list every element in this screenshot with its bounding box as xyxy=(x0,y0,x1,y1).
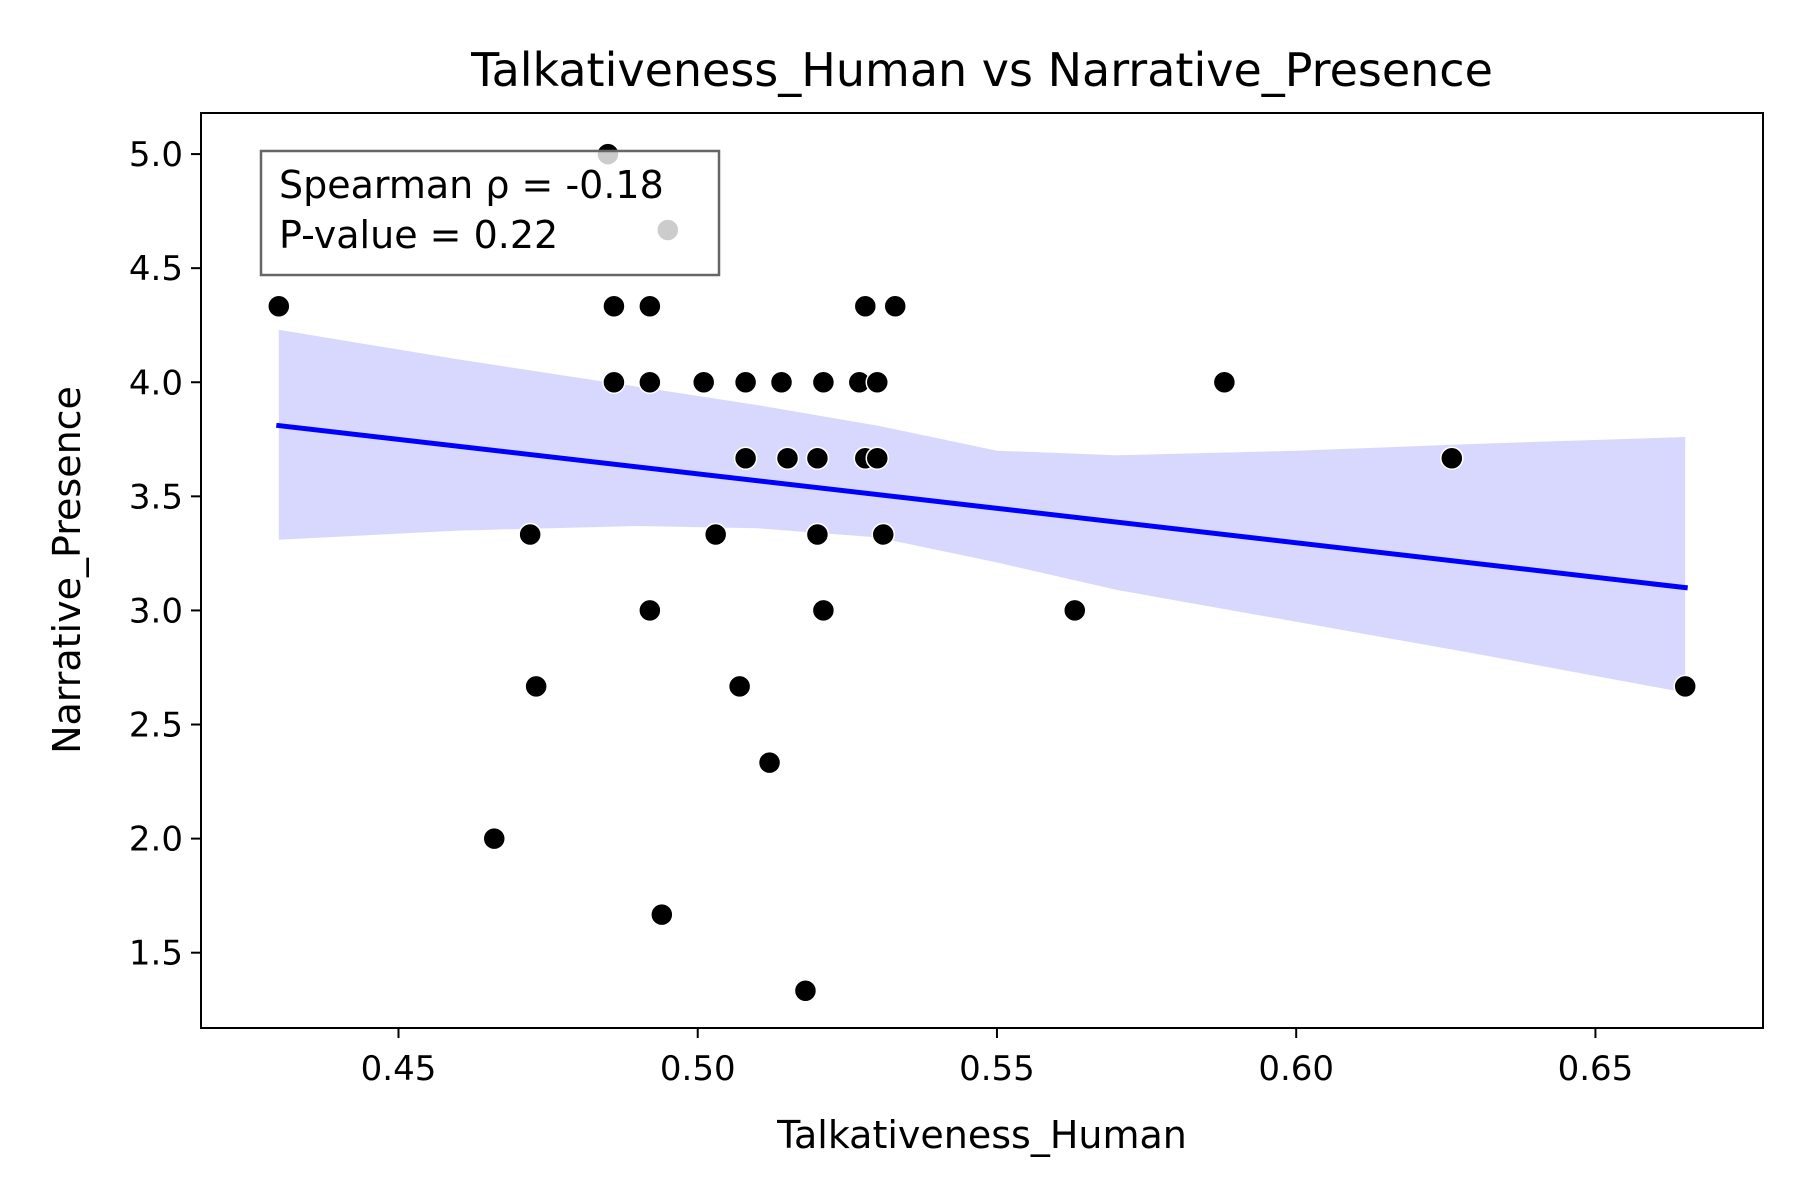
scatter-point xyxy=(769,370,794,395)
y-tick-label: 2.0 xyxy=(129,820,183,860)
scatter-point xyxy=(805,522,830,547)
scatter-point xyxy=(638,370,662,395)
scatter-point xyxy=(811,598,836,623)
stats-box xyxy=(259,149,721,277)
x-tick-label: 0.60 xyxy=(1258,1049,1334,1089)
scatter-point xyxy=(1440,446,1464,470)
scatter-point xyxy=(805,446,830,470)
stats-spearman-text: Spearman ρ = -0.18 xyxy=(279,163,664,207)
y-tick-label: 2.5 xyxy=(129,706,183,746)
scatter-point xyxy=(482,826,506,851)
y-tick-label: 4.0 xyxy=(129,363,183,403)
scatter-point xyxy=(793,979,818,1003)
scatter-point xyxy=(733,370,758,395)
scatter-point xyxy=(602,370,626,395)
scatter-point xyxy=(775,446,800,470)
x-tick-label: 0.55 xyxy=(959,1049,1035,1089)
scatter-point xyxy=(703,522,728,547)
confidence-band-layer xyxy=(278,329,1686,693)
y-tick-label: 4.5 xyxy=(129,249,183,289)
y-tick-label: 3.5 xyxy=(129,477,183,517)
scatter-point xyxy=(871,522,896,547)
scatter-point xyxy=(733,446,758,470)
y-tick-label: 1.5 xyxy=(129,934,183,974)
scatter-point xyxy=(691,370,716,395)
scatter-point xyxy=(811,370,836,395)
scatter-point xyxy=(602,294,626,319)
x-axis-ticks: 0.45 0.50 0.55 0.60 0.65 xyxy=(361,1028,1634,1089)
y-axis-ticks: 1.5 2.0 2.5 3.0 3.5 4.0 4.5 5.0 xyxy=(129,135,201,974)
y-tick-label: 3.0 xyxy=(129,591,183,631)
scatter-point xyxy=(267,294,291,319)
x-axis-label: Talkativeness_Human xyxy=(776,1113,1187,1157)
scatter-point xyxy=(865,446,890,470)
scatter-point xyxy=(1673,674,1697,699)
regression-line-layer xyxy=(276,422,1688,591)
scatter-point xyxy=(883,294,907,319)
plot-frame xyxy=(200,112,1764,1029)
regression-line xyxy=(276,422,1688,591)
scatter-point xyxy=(1063,598,1087,623)
scatter-point xyxy=(757,750,782,775)
y-tick-label: 5.0 xyxy=(129,135,183,175)
scatter-point xyxy=(518,522,542,547)
stats-pvalue-text: P-value = 0.22 xyxy=(279,213,558,257)
scatter-point xyxy=(727,674,752,699)
x-tick-label: 0.65 xyxy=(1558,1049,1634,1089)
scatter-point xyxy=(638,294,662,319)
scatter-point xyxy=(638,598,662,623)
scatter-point xyxy=(1212,370,1237,395)
scatter-point xyxy=(865,370,890,395)
scatter-point xyxy=(524,674,548,699)
confidence-band xyxy=(278,329,1686,693)
x-tick-label: 0.45 xyxy=(361,1049,437,1089)
scatter-point xyxy=(853,294,878,319)
y-axis-label: Narrative_Presence xyxy=(45,386,89,754)
chart-title: Talkativeness_Human vs Narrative_Presenc… xyxy=(470,43,1493,97)
scatter-point xyxy=(650,902,674,927)
stats-annotation: Spearman ρ = -0.18 P-value = 0.22 xyxy=(259,149,721,277)
x-tick-label: 0.50 xyxy=(660,1049,736,1089)
